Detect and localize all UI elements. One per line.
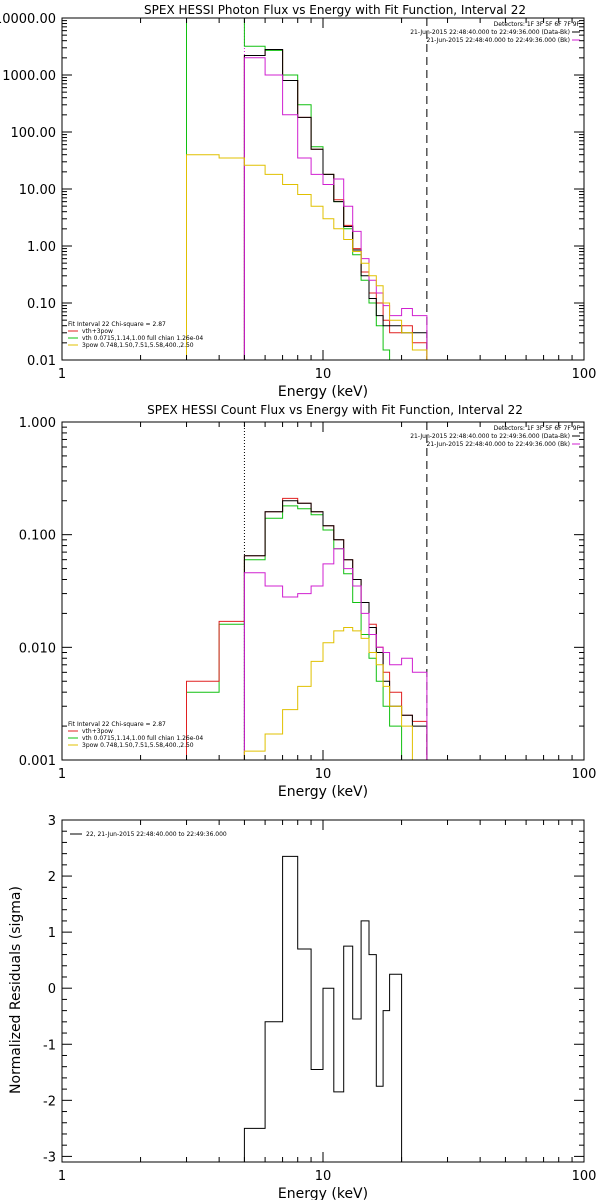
legend-top-entry: 21-Jun-2015 22:48:40.000 to 22:49:36.000… bbox=[410, 29, 570, 36]
legend-top: Detectors: 1F 3F 5F 6F 7F 9F21-Jun-2015 … bbox=[410, 21, 580, 44]
x-axis-label: Energy (keV) bbox=[278, 1186, 368, 1200]
series-black bbox=[243, 855, 403, 1162]
legend-bottom-entry: Fit Interval 22 Chi-square = 2.87 bbox=[68, 721, 166, 728]
legend-residual: 22, 21-Jun-2015 22:48:40.000 to 22:49:36… bbox=[70, 831, 227, 838]
x-tick-label: 10 bbox=[315, 1169, 332, 1184]
legend-bottom-entry: Fit Interval 22 Chi-square = 2.87 bbox=[68, 321, 166, 328]
y-tick-label: 1.000 bbox=[19, 416, 56, 431]
series-yellow bbox=[186, 627, 440, 760]
photon-flux-chart: SPEX HESSI Photon Flux vs Energy with Fi… bbox=[0, 3, 596, 400]
legend-bottom: Fit Interval 22 Chi-square = 2.87vth+3po… bbox=[68, 721, 203, 749]
y-tick-label: -2 bbox=[43, 1094, 56, 1109]
plot-frame bbox=[61, 17, 585, 361]
axis-ticks: 1 10 100 1.000 0.100 0.010 0.001 bbox=[19, 416, 597, 782]
y-tick-label: 100.00 bbox=[11, 126, 57, 141]
legend-bottom-entry: vth+3pow bbox=[82, 328, 113, 335]
y-tick-label: 0.10 bbox=[27, 297, 56, 312]
legend-top: Detectors: 1F 3F 5F 6F 7F 9F21-Jun-2015 … bbox=[410, 425, 580, 448]
y-tick-label: -1 bbox=[43, 1038, 56, 1053]
x-tick-label: 1 bbox=[58, 367, 66, 382]
y-tick-label: 0.100 bbox=[19, 529, 56, 544]
legend-top-entry: 21-Jun-2015 22:48:40.000 to 22:49:36.000… bbox=[427, 441, 570, 448]
chart-marks bbox=[186, 422, 440, 760]
series-magenta bbox=[243, 57, 428, 360]
y-tick-label: 0.01 bbox=[27, 354, 56, 369]
y-tick-label: 1000.00 bbox=[2, 69, 56, 84]
legend-bottom: Fit Interval 22 Chi-square = 2.87vth+3po… bbox=[68, 321, 203, 349]
x-tick-label: 1 bbox=[58, 1169, 66, 1184]
chart-title: SPEX HESSI Count Flux vs Energy with Fit… bbox=[147, 403, 523, 417]
y-tick-label: 2 bbox=[48, 870, 56, 885]
legend-top-entry: 21-Jun-2015 22:48:40.000 to 22:49:36.000… bbox=[427, 37, 570, 44]
legend-top-entry: Detectors: 1F 3F 5F 6F 7F 9F bbox=[494, 425, 581, 432]
x-axis-label: Energy (keV) bbox=[278, 784, 368, 800]
y-tick-label: 10000.00 bbox=[0, 12, 56, 27]
axis-ticks: 1 10 100 10000.00 1000.00 100.00 10.00 1.00 0.10… bbox=[0, 12, 596, 382]
y-tick-label: 0 bbox=[48, 982, 56, 997]
plot-frame bbox=[61, 421, 585, 761]
y-tick-label: 0.001 bbox=[19, 754, 56, 769]
x-tick-label: 1 bbox=[58, 767, 66, 782]
y-tick-label: 10.00 bbox=[19, 183, 56, 198]
x-tick-label: 100 bbox=[572, 1169, 597, 1184]
y-tick-label: 0.010 bbox=[19, 641, 56, 656]
chart-title: SPEX HESSI Photon Flux vs Energy with Fi… bbox=[144, 3, 526, 17]
x-tick-label: 10 bbox=[315, 767, 332, 782]
count-flux-chart: SPEX HESSI Count Flux vs Energy with Fit… bbox=[19, 403, 597, 800]
x-tick-label: 10 bbox=[315, 367, 332, 382]
series-red bbox=[243, 49, 428, 360]
legend-bottom-entry: vth 0.0715,1.14,1.00 full chian 1.26e-04 bbox=[82, 335, 203, 342]
legend-bottom-entry: 3pow 0.748,1.50,7.51,5.58,400.,2.50 bbox=[82, 342, 194, 349]
y-tick-label: 3 bbox=[48, 814, 56, 829]
legend-bottom-entry: vth 0.0715,1.14,1.00 full chian 1.26e-04 bbox=[82, 735, 203, 742]
y-tick-label: 1.00 bbox=[27, 240, 56, 255]
chart-marks bbox=[243, 855, 403, 1162]
plot-frame bbox=[61, 819, 585, 1163]
legend-bottom-entry: vth+3pow bbox=[82, 728, 113, 735]
y-axis-label: Normalized Residuals (sigma) bbox=[8, 886, 24, 1094]
legend-top-entry: Detectors: 1F 3F 5F 6F 7F 9F bbox=[494, 21, 581, 28]
x-tick-label: 100 bbox=[572, 367, 597, 382]
series-magenta bbox=[243, 548, 428, 760]
series-red bbox=[186, 497, 428, 760]
series-yellow bbox=[186, 154, 440, 360]
x-axis-label: Energy (keV) bbox=[278, 384, 368, 400]
x-tick-label: 100 bbox=[572, 767, 597, 782]
y-tick-label: 1 bbox=[48, 926, 56, 941]
legend-bottom-entry: 3pow 0.748,1.50,7.51,5.58,400.,2.50 bbox=[82, 742, 194, 749]
y-tick-label: -3 bbox=[43, 1150, 56, 1165]
series-black bbox=[243, 49, 428, 360]
legend-top-entry: 21-Jun-2015 22:48:40.000 to 22:49:36.000… bbox=[410, 433, 570, 440]
chart-marks bbox=[186, 18, 440, 360]
legend-residual-entry: 22, 21-Jun-2015 22:48:40.000 to 22:49:36… bbox=[86, 831, 227, 838]
